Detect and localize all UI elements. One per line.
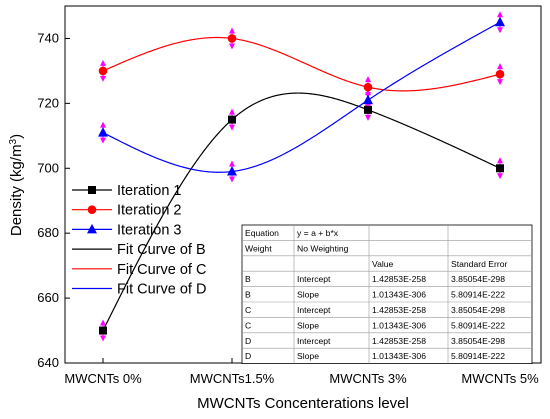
- error-bar-cap-down: [229, 124, 235, 131]
- legend: Iteration 1 Iteration 2 Iteration 3 Fit Cur…: [72, 183, 206, 298]
- table-cell: Intercept: [297, 274, 331, 284]
- table-cell: Slope: [297, 351, 319, 361]
- y-axis-title-sup: 3: [8, 138, 19, 144]
- y-tick-label: 680: [37, 225, 59, 240]
- error-bar-cap-up: [497, 157, 503, 164]
- table-frame: [241, 224, 533, 365]
- x-tick-label: MWCNTs1.5%: [190, 371, 275, 386]
- table-cell: Intercept: [297, 336, 331, 346]
- data-markers: [98, 16, 505, 335]
- error-bar-cap-down: [100, 75, 106, 82]
- table-cell: C: [245, 305, 251, 315]
- y-tick-label: 720: [37, 95, 59, 110]
- y-axis-title: Density (kg/m3): [8, 134, 25, 236]
- fit-curves: [102, 21, 501, 331]
- y-axis-title-main: Density (kg/m: [8, 144, 25, 236]
- error-bar-cap-down: [497, 27, 503, 34]
- table-cell: 3.85054E-298: [451, 274, 505, 284]
- x-tick-label: MWCNTs 3%: [329, 371, 407, 386]
- y-axis-title-close: ): [8, 134, 25, 139]
- table-cell: C: [245, 320, 251, 330]
- data-point-circle: [227, 34, 237, 43]
- fit-results-table: Equation y = a + b*x Weight No Weighting Val…: [241, 224, 533, 365]
- error-bar-cap-down: [100, 335, 106, 342]
- legend-marker: [87, 223, 97, 234]
- error-bar-cap-up: [497, 11, 503, 18]
- error-bar-cap-up: [229, 160, 235, 167]
- error-bar-cap-down: [229, 176, 235, 183]
- data-point-triangle: [227, 166, 237, 176]
- error-bar-cap-up: [497, 63, 503, 70]
- y-tick-label: 740: [37, 30, 59, 45]
- data-point-triangle: [363, 94, 373, 105]
- table-cell: Intercept: [297, 305, 331, 315]
- error-bar-cap-up: [100, 59, 106, 66]
- table-cell: Standard Error: [451, 259, 508, 269]
- error-bar-cap-up: [365, 76, 371, 83]
- error-bar-cap-up: [229, 27, 235, 34]
- fit-curve-line: [102, 21, 501, 173]
- data-point-square: [99, 326, 107, 335]
- data-point-triangle: [98, 127, 108, 137]
- legend-label: Fit Curve of D: [117, 282, 206, 298]
- error-bar-cap-down: [100, 137, 106, 144]
- table-cell: 1.42853E-258: [372, 336, 426, 346]
- data-point-circle: [363, 82, 373, 92]
- table-cell: 1.01343E-306: [372, 351, 426, 361]
- y-tick-label: 660: [37, 290, 59, 305]
- fit-curve-line: [102, 92, 501, 331]
- x-axis-title: MWCNTs Concenterations level: [197, 395, 409, 412]
- table-cell: 3.85054E-298: [451, 336, 505, 346]
- error-bar-cap-down: [365, 114, 371, 121]
- table-cell: Weight: [245, 243, 272, 253]
- table-cell: 1.01343E-306: [372, 290, 426, 300]
- data-point-triangle: [495, 16, 505, 27]
- error-bar-cap-down: [497, 79, 503, 86]
- table-cell: 1.42853E-258: [372, 305, 426, 315]
- error-bar-cap-up: [100, 121, 106, 128]
- error-bar-cap-down: [229, 43, 235, 50]
- legend-marker: [88, 186, 96, 194]
- table-cell: 3.85054E-298: [451, 305, 505, 315]
- y-tick-label: 700: [37, 160, 59, 175]
- data-point-square: [496, 164, 504, 173]
- x-tick-label: MWCNTs 0%: [64, 371, 142, 386]
- table-cell: No Weighting: [297, 243, 349, 253]
- table-cell: Slope: [297, 320, 319, 330]
- data-point-circle: [98, 66, 108, 76]
- y-tick-label: 640: [37, 355, 59, 370]
- legend-marker: [87, 205, 97, 214]
- table-cell: 5.80914E-222: [451, 351, 505, 361]
- error-bar-cap-up: [229, 108, 235, 115]
- table-cell: 5.80914E-222: [451, 290, 505, 300]
- table-cell: B: [245, 274, 251, 284]
- legend-label: Iteration 2: [117, 203, 182, 219]
- legend-label: Fit Curve of C: [117, 262, 206, 278]
- table-cell: Value: [372, 259, 394, 269]
- table-cell: Equation: [245, 228, 279, 238]
- table-cell: 1.42853E-258: [372, 274, 426, 284]
- table-cell: y = a + b*x: [297, 228, 339, 238]
- legend-label: Fit Curve of B: [117, 242, 206, 258]
- error-bar-cap-up: [365, 89, 371, 96]
- error-bar-cap-up: [100, 319, 106, 326]
- table-cell: 5.80914E-222: [451, 320, 505, 330]
- data-point-square: [364, 105, 372, 114]
- x-tick-label: MWCNTs 5%: [461, 371, 539, 386]
- table-cell: Slope: [297, 290, 319, 300]
- error-bar-cap-down: [497, 173, 503, 180]
- fit-curve-line: [102, 36, 501, 92]
- table-cell: D: [245, 351, 251, 361]
- legend-label: Iteration 1: [117, 183, 182, 199]
- data-point-square: [228, 115, 236, 124]
- table-cell: 1.01343E-306: [372, 320, 426, 330]
- table-cell: B: [245, 290, 251, 300]
- data-point-circle: [495, 69, 505, 79]
- legend-label: Iteration 3: [117, 222, 182, 238]
- table-cell: D: [245, 336, 251, 346]
